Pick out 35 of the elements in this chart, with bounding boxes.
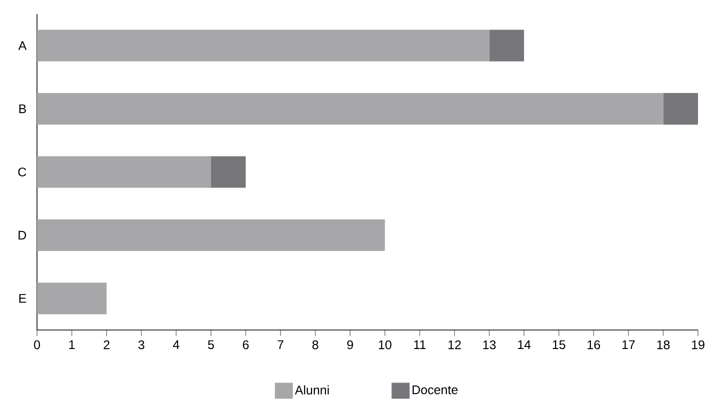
x-tick-label: 8 xyxy=(312,340,318,350)
x-tick-label: 7 xyxy=(278,340,284,349)
bar xyxy=(489,30,524,62)
x-tick-label: 16 xyxy=(588,340,600,350)
x-tick-label: 14 xyxy=(518,340,531,349)
y-tick-label: D xyxy=(18,230,26,240)
x-tick-label: 4 xyxy=(172,340,180,349)
x-tick-label: 17 xyxy=(622,340,635,349)
x-tick-label: 13 xyxy=(483,340,496,350)
x-tick-label: 10 xyxy=(378,340,392,350)
x-tick-label: 9 xyxy=(347,340,353,350)
x-tick-label: 3 xyxy=(138,340,144,350)
x-tick-label: 18 xyxy=(657,340,670,350)
bar xyxy=(37,219,385,252)
x-tick-label: 0 xyxy=(34,340,40,350)
x-tick-label: 2 xyxy=(104,340,110,350)
bar xyxy=(37,156,211,188)
bar xyxy=(37,30,490,62)
x-tick-label: 5 xyxy=(208,340,214,350)
y-tick-label: B xyxy=(19,104,26,114)
y-tick-label: A xyxy=(18,41,27,50)
legend-label: Docente xyxy=(412,386,458,394)
legend-label: Alunni xyxy=(294,385,329,394)
y-tick-label: C xyxy=(18,168,26,176)
x-tick-label: 6 xyxy=(242,340,249,350)
bar xyxy=(210,156,246,188)
x-tick-label: 12 xyxy=(448,340,461,350)
x-tick-label: 1 xyxy=(69,340,75,349)
bar xyxy=(37,282,107,314)
bar xyxy=(663,93,698,125)
y-tick-label: E xyxy=(19,294,26,303)
x-tick-label: 11 xyxy=(414,340,426,349)
bar xyxy=(37,93,664,125)
x-tick-label: 19 xyxy=(692,340,704,350)
x-tick-label: 15 xyxy=(552,340,566,350)
